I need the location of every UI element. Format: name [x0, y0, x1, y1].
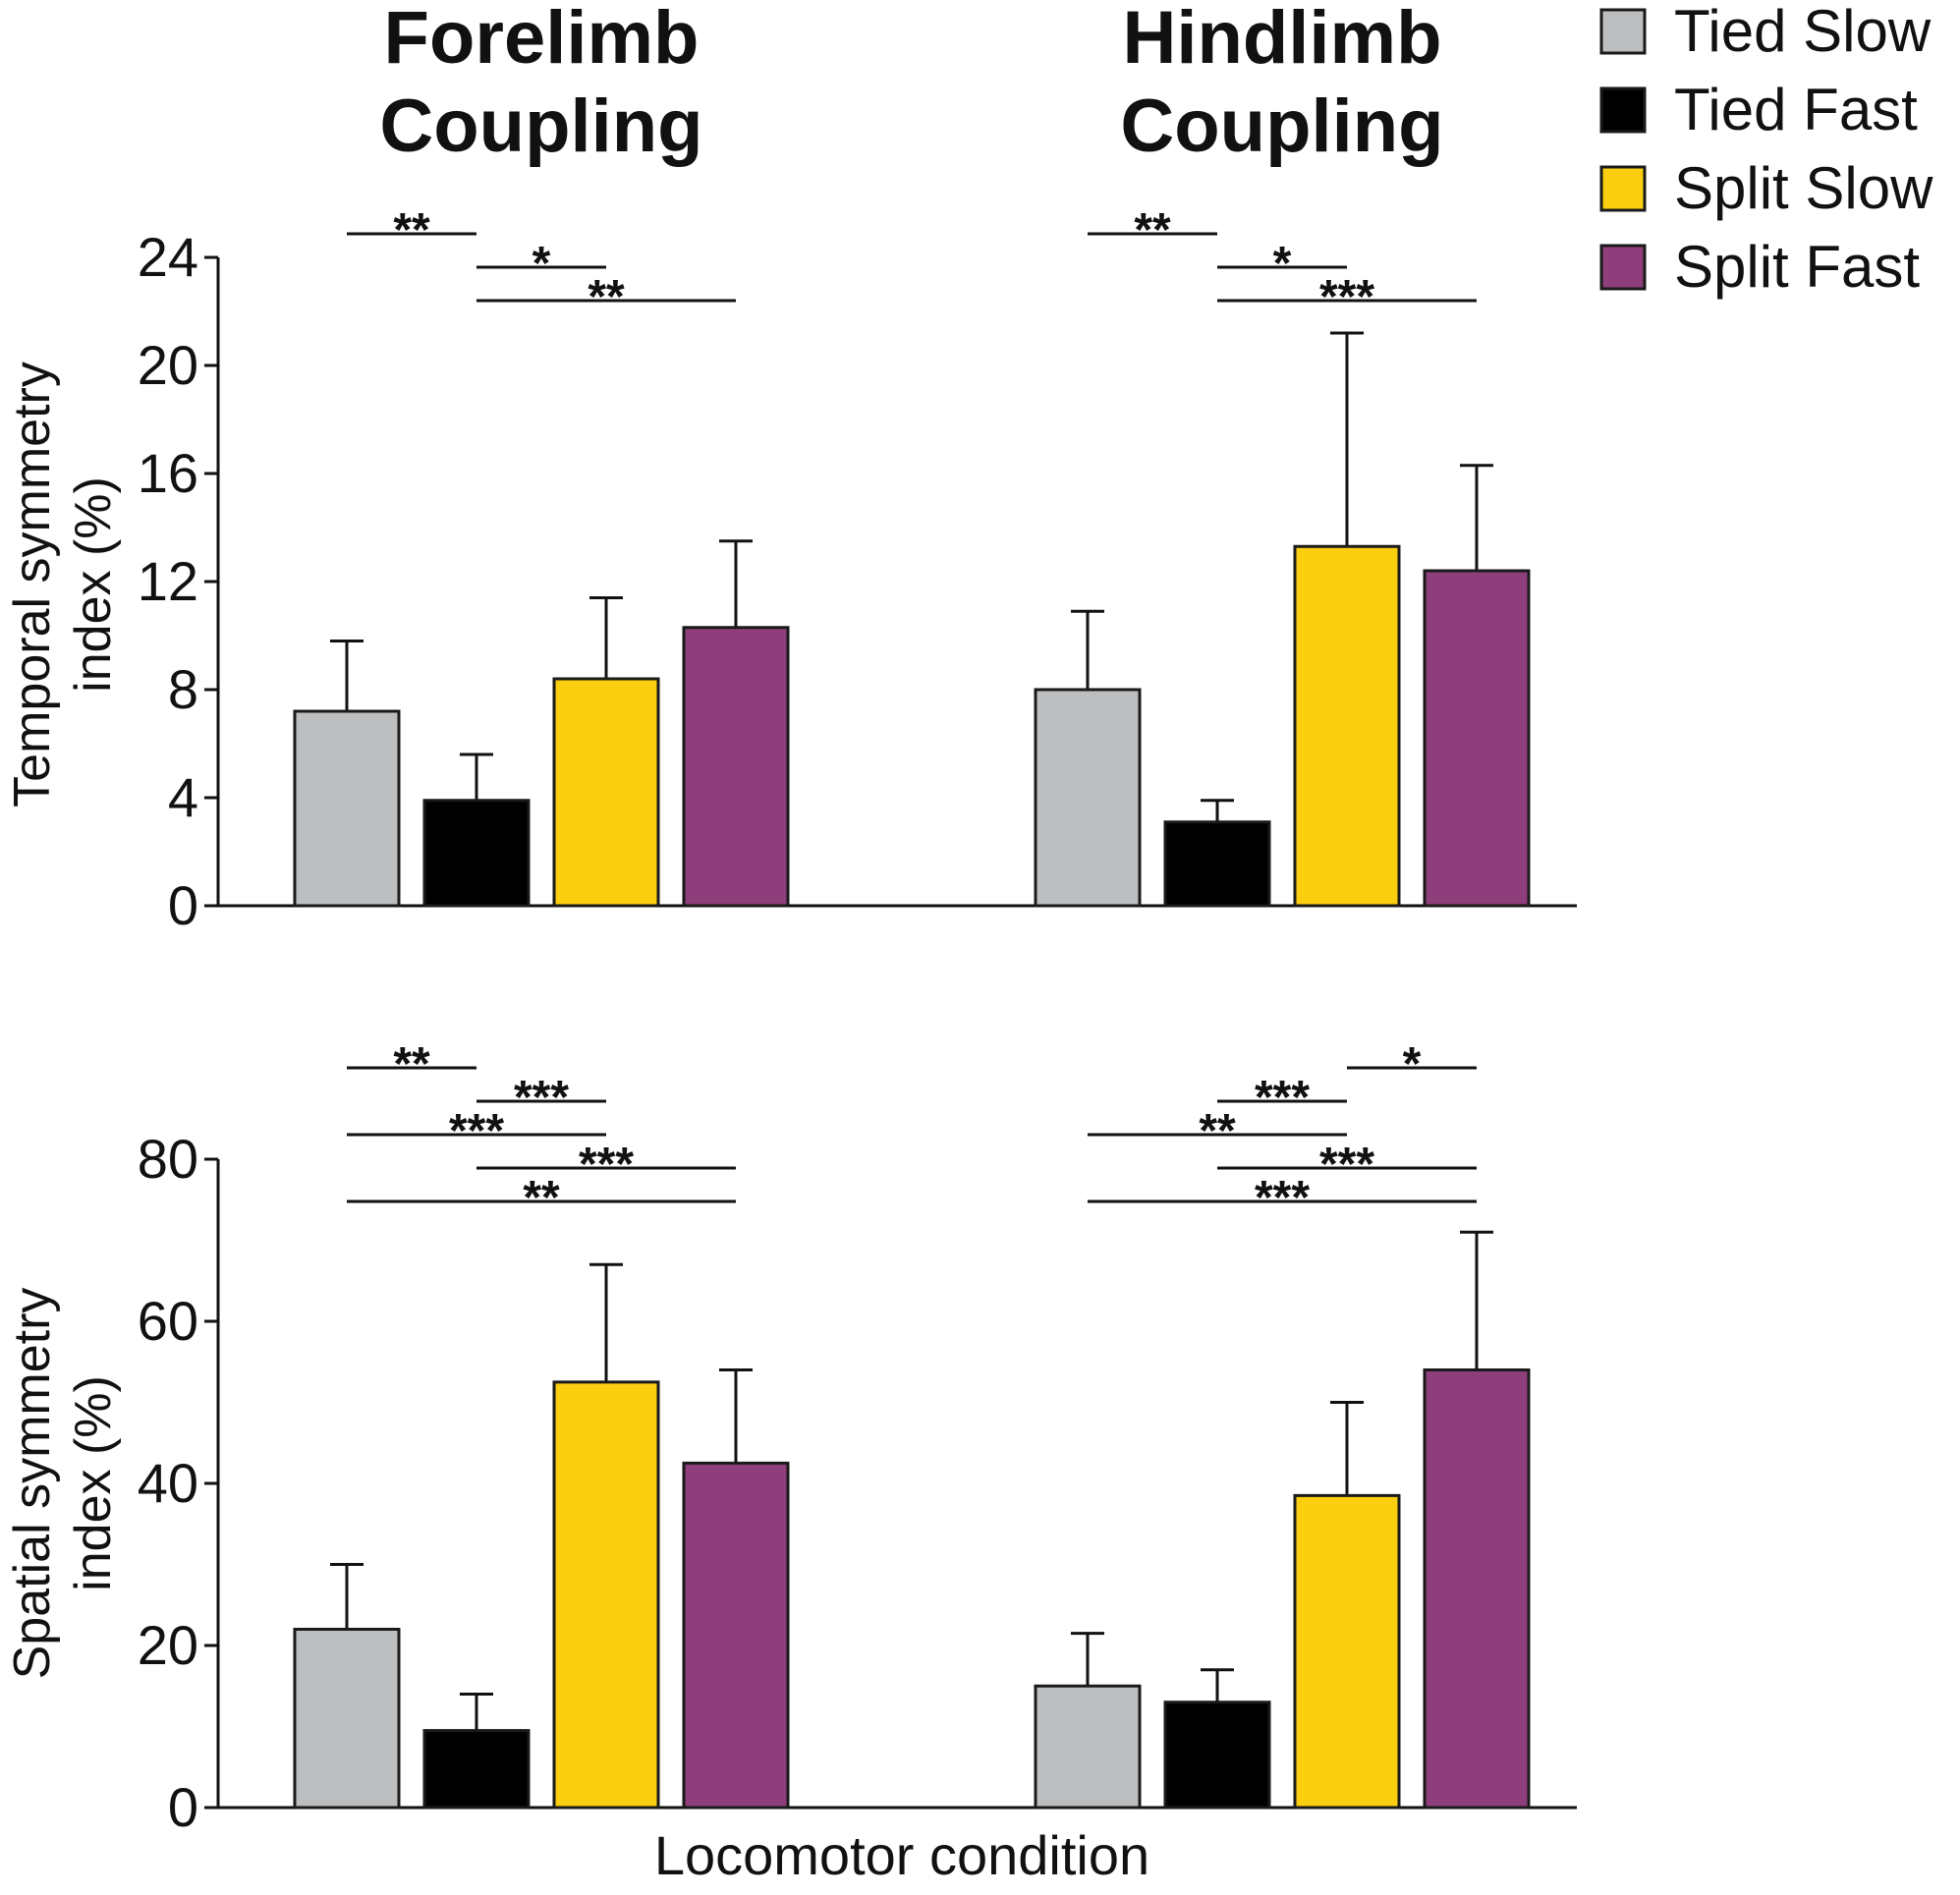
significance-stars: **: [1134, 204, 1171, 256]
y-tick-label: 80: [138, 1128, 198, 1190]
significance-stars: ***: [1255, 1172, 1310, 1224]
legend-label: Split Slow: [1674, 155, 1933, 221]
significance-stars: ***: [514, 1072, 569, 1124]
significance-stars: **: [588, 271, 625, 323]
legend-swatch: [1599, 165, 1647, 212]
y-tick-label: 8: [168, 658, 198, 720]
legend-swatch: [1599, 86, 1647, 134]
y-tick-label: 60: [138, 1290, 198, 1352]
y-axis-label-line: index (%): [65, 1375, 122, 1591]
significance-stars: ***: [1255, 1072, 1310, 1124]
bar-tied-fast: [422, 799, 531, 908]
bar-tied-slow: [293, 1628, 401, 1810]
bar-split-slow: [552, 1380, 660, 1810]
bar-split-fast: [682, 626, 790, 908]
bar-split-slow: [552, 677, 660, 908]
significance-stars: *: [532, 238, 551, 290]
legend-label: Tied Slow: [1674, 0, 1932, 64]
bar-split-slow: [1293, 544, 1401, 908]
group-title: Forelimb: [384, 0, 700, 80]
bar-split-fast: [682, 1461, 790, 1810]
bar-split-fast: [1423, 569, 1531, 908]
y-tick-label: 0: [168, 874, 198, 936]
significance-stars: *: [1273, 238, 1292, 290]
group-title: Coupling: [1120, 84, 1443, 168]
legend-label: Tied Fast: [1674, 77, 1918, 142]
y-axis-label-line: index (%): [65, 476, 122, 693]
significance-stars: **: [1199, 1105, 1236, 1157]
significance-stars: ***: [1319, 271, 1374, 323]
significance-stars: **: [393, 1038, 430, 1090]
bar-split-fast: [1423, 1368, 1531, 1810]
significance-stars: ***: [579, 1139, 634, 1191]
bar-tied-fast: [1163, 1700, 1271, 1810]
bar-split-slow: [1293, 1493, 1401, 1810]
legend-swatch: [1599, 244, 1647, 291]
significance-stars: **: [393, 204, 430, 256]
bar-tied-fast: [1163, 820, 1271, 908]
y-tick-label: 0: [168, 1776, 198, 1838]
y-axis-label: Temporal symmetryindex (%): [4, 362, 122, 808]
y-tick-label: 24: [138, 226, 198, 288]
y-tick-label: 16: [138, 442, 198, 504]
significance-stars: **: [523, 1172, 560, 1224]
significance-stars: *: [1403, 1038, 1422, 1090]
group-title: Hindlimb: [1122, 0, 1441, 80]
legend: Tied Slow Tied Fast Split Slow Split Fast: [1599, 0, 1933, 300]
y-axis-label: Spatial symmetryindex (%): [4, 1288, 122, 1680]
y-tick-label: 20: [138, 334, 198, 396]
y-tick-label: 20: [138, 1614, 198, 1676]
significance-stars: ***: [1319, 1139, 1374, 1191]
y-axis-label-line: Temporal symmetry: [4, 362, 61, 808]
legend-label: Split Fast: [1674, 234, 1920, 300]
bar-tied-slow: [1034, 688, 1142, 908]
y-tick-label: 40: [138, 1452, 198, 1514]
legend-swatch: [1599, 8, 1647, 55]
y-tick-label: 4: [168, 766, 198, 828]
significance-stars: ***: [449, 1105, 504, 1157]
group-title: Coupling: [379, 84, 702, 168]
bar-tied-slow: [293, 709, 401, 908]
bar-tied-fast: [422, 1729, 531, 1810]
bar-tied-slow: [1034, 1684, 1142, 1810]
x-axis-label: Locomotor condition: [654, 1824, 1149, 1886]
y-axis-label-line: Spatial symmetry: [4, 1288, 61, 1680]
y-tick-label: 12: [138, 550, 198, 612]
